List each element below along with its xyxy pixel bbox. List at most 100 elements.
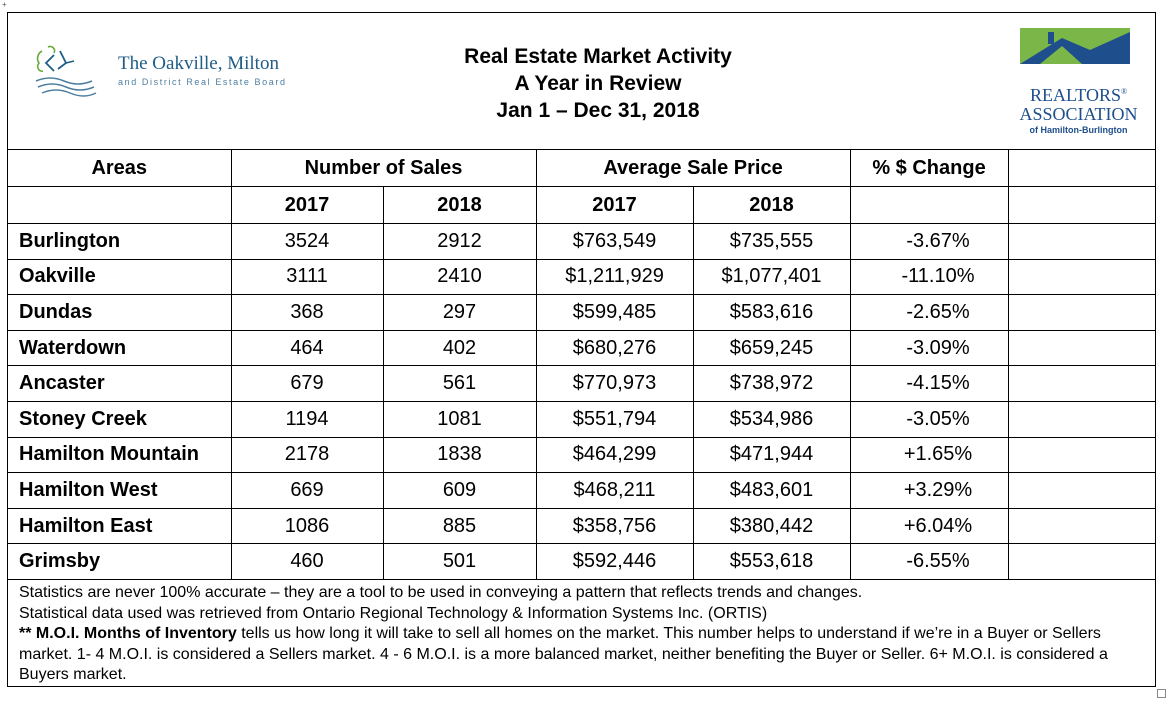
cell-sales-2018: 561 — [382, 365, 537, 402]
year-sales-2018: 2018 — [382, 186, 537, 224]
footnote-source: Statistical data used was retrieved from… — [19, 604, 768, 622]
title-line-3: Jan 1 – Dec 31, 2018 — [496, 99, 700, 122]
oakville-tree-logo-icon — [35, 45, 97, 97]
cell-area: Oakville — [8, 258, 232, 296]
cell-price-2017: $763,549 — [535, 223, 694, 260]
cell-price-2018: $1,077,401 — [692, 258, 851, 296]
cell-sales-2018: 501 — [382, 543, 537, 580]
cell-empty — [1007, 329, 1156, 367]
cell-sales-2017: 464 — [230, 329, 384, 367]
cell-price-2018: $583,616 — [692, 294, 851, 331]
cell-sales-2018: 297 — [382, 294, 537, 331]
cell-sales-2018: 402 — [382, 329, 537, 367]
year-sales-2017: 2017 — [230, 186, 384, 224]
header-areas: Areas — [8, 150, 232, 187]
board-logo: The Oakville, Milton and District Real E… — [30, 41, 320, 101]
cell-change: -4.15% — [849, 365, 1009, 402]
cell-area: Hamilton Mountain — [8, 436, 232, 474]
cell-change: +6.04% — [849, 507, 1009, 545]
footnotes: Statistics are never 100% accurate – the… — [8, 577, 1155, 686]
year-price-2018: 2018 — [692, 186, 851, 224]
cell-price-2017: $1,211,929 — [535, 258, 694, 296]
registered-mark: ® — [1120, 87, 1128, 96]
table-row: Hamilton East 1086 885 $358,756 $380,442 +6.0… — [8, 507, 1156, 545]
cell-price-2018: $659,245 — [692, 329, 851, 367]
association-line-1: REALTORS — [1029, 85, 1121, 105]
realtors-association-logo: REALTORS® ASSOCIATION of Hamilton-Burlin… — [1016, 28, 1141, 138]
board-name: The Oakville, Milton — [118, 53, 279, 74]
cell-sales-2018: 2912 — [382, 223, 537, 260]
cell-price-2018: $483,601 — [692, 472, 851, 509]
table-body: Areas Number of Sales Average Sale Price… — [8, 150, 1156, 580]
year-change-empty — [849, 186, 1009, 224]
document-frame: The Oakville, Milton and District Real E… — [7, 12, 1156, 687]
group-header-row: Areas Number of Sales Average Sale Price… — [8, 150, 1156, 187]
cell-change: -3.09% — [849, 329, 1009, 367]
cell-price-2017: $592,446 — [535, 543, 694, 580]
cell-change: +3.29% — [849, 472, 1009, 509]
cell-empty — [1007, 436, 1156, 474]
cell-sales-2017: 1086 — [230, 507, 384, 545]
cell-price-2017: $358,756 — [535, 507, 694, 545]
cell-area: Ancaster — [8, 365, 232, 402]
cell-area: Dundas — [8, 294, 232, 331]
header-empty — [1007, 150, 1156, 187]
cell-sales-2018: 1838 — [382, 436, 537, 474]
cell-sales-2017: 368 — [230, 294, 384, 331]
cell-change: +1.65% — [849, 436, 1009, 474]
footnote-moi: ** M.O.I. Months of Inventory tells us h… — [19, 624, 1155, 686]
title-line-1: Real Estate Market Activity — [464, 45, 732, 68]
cell-price-2018: $534,986 — [692, 400, 851, 438]
cell-price-2018: $553,618 — [692, 543, 851, 580]
corner-box — [1157, 689, 1166, 698]
report-title: Real Estate Market Activity A Year in Re… — [348, 43, 848, 124]
cell-sales-2018: 885 — [382, 507, 537, 545]
cell-sales-2017: 669 — [230, 472, 384, 509]
association-name: REALTORS® ASSOCIATION of Hamilton-Burlin… — [1016, 82, 1141, 136]
year-header-empty — [8, 186, 232, 224]
footnote-accuracy: Statistics are never 100% accurate – the… — [19, 584, 863, 601]
table-row: Dundas 368 297 $599,485 $583,616 -2.65% — [8, 294, 1156, 331]
cell-sales-2017: 679 — [230, 365, 384, 402]
moi-label: ** M.O.I. Months of Inventory — [19, 625, 237, 642]
table-row: Oakville 3111 2410 $1,211,929 $1,077,401 -11.… — [8, 258, 1156, 296]
cell-empty — [1007, 223, 1156, 260]
cell-sales-2017: 460 — [230, 543, 384, 580]
moi-text: tells us how long it will take to sell a… — [19, 625, 1108, 683]
table-row: Hamilton Mountain 2178 1838 $464,299 $471,94… — [8, 436, 1156, 474]
year-price-2017: 2017 — [535, 186, 694, 224]
cell-area: Burlington — [8, 223, 232, 260]
table-row: Grimsby 460 501 $592,446 $553,618 -6.55% — [8, 543, 1156, 580]
cell-area: Waterdown — [8, 329, 232, 367]
cell-change: -3.67% — [849, 223, 1009, 260]
table-row: Ancaster 679 561 $770,973 $738,972 -4.15% — [8, 365, 1156, 402]
table-row: Stoney Creek 1194 1081 $551,794 $534,986 -3.0… — [8, 400, 1156, 438]
cell-price-2017: $599,485 — [535, 294, 694, 331]
cell-empty — [1007, 365, 1156, 402]
cell-price-2017: $551,794 — [535, 400, 694, 438]
cell-price-2018: $380,442 — [692, 507, 851, 545]
board-subtitle: and District Real Estate Board — [118, 77, 287, 87]
cell-empty — [1007, 400, 1156, 438]
cell-empty — [1007, 507, 1156, 545]
cell-sales-2017: 3524 — [230, 223, 384, 260]
table-row: Waterdown 464 402 $680,276 $659,245 -3.09% — [8, 329, 1156, 367]
cell-change: -3.05% — [849, 400, 1009, 438]
association-line-2: ASSOCIATION — [1019, 104, 1138, 124]
header-average-sale-price: Average Sale Price — [535, 150, 851, 187]
market-activity-table: Areas Number of Sales Average Sale Price… — [8, 150, 1156, 580]
cell-sales-2018: 609 — [382, 472, 537, 509]
cell-change: -2.65% — [849, 294, 1009, 331]
table-row: Hamilton West 669 609 $468,211 $483,601 +3.29… — [8, 472, 1156, 509]
year-header-row: 2017 2018 2017 2018 — [8, 186, 1156, 224]
table-row: Burlington 3524 2912 $763,549 $735,555 -3.67% — [8, 223, 1156, 260]
cell-area: Hamilton East — [8, 507, 232, 545]
cell-sales-2018: 2410 — [382, 258, 537, 296]
cell-empty — [1007, 258, 1156, 296]
cell-price-2017: $770,973 — [535, 365, 694, 402]
cell-price-2018: $471,944 — [692, 436, 851, 474]
cell-change: -11.10% — [849, 258, 1009, 296]
header-percent-change: % $ Change — [849, 150, 1009, 187]
cell-empty — [1007, 294, 1156, 331]
header-number-of-sales: Number of Sales — [230, 150, 537, 187]
